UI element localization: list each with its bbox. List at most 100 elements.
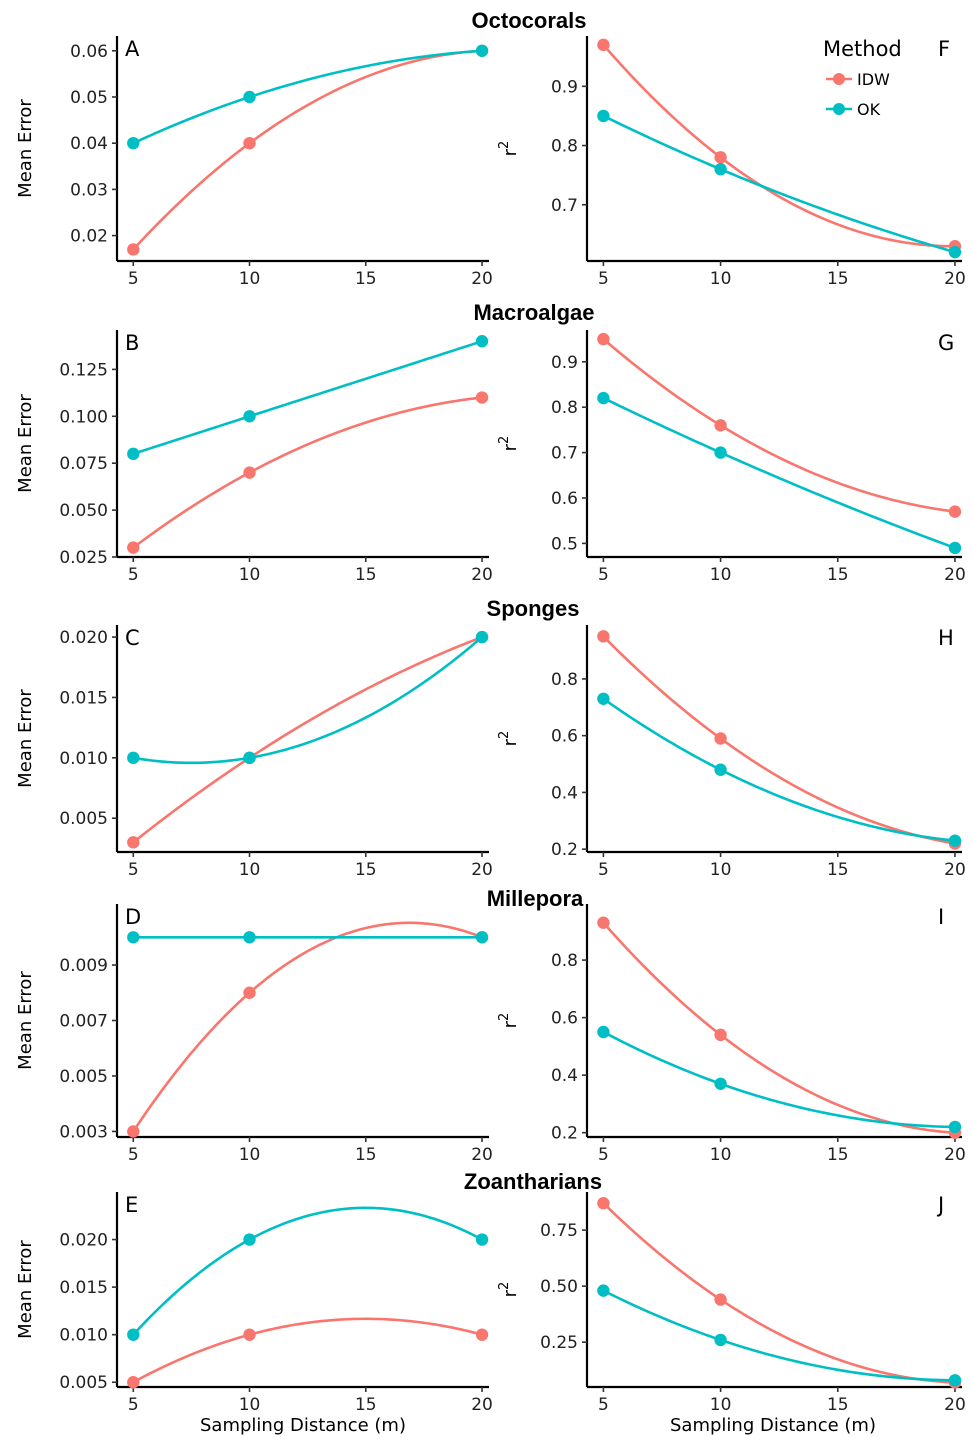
row-titles: Octocorals Macroalgae Sponges Millepora … (464, 8, 602, 1194)
legend-label-idw: IDW (857, 70, 890, 89)
x-tick-label: 10 (710, 860, 732, 880)
x-tick-label: 5 (128, 269, 139, 289)
y-tick-label: 0.9 (551, 77, 578, 97)
panel-letter: C (125, 626, 140, 650)
y-tick-label: 0.04 (70, 134, 108, 154)
panel-letter: H (938, 626, 954, 650)
y-tick-label: 0.8 (551, 398, 578, 418)
data-point-idw (597, 916, 610, 929)
y-tick-label: 0.075 (59, 454, 108, 474)
y-axis-title: r2 (497, 1282, 521, 1298)
y-tick-label: 0.003 (59, 1122, 108, 1142)
series-line-idw (602, 338, 956, 513)
y-tick-label: 0.9 (551, 353, 578, 373)
x-tick-label: 20 (471, 565, 493, 585)
panel-a: 5 10 15 20 0.02 0.03 0.04 0.05 0.06 Mean Error A (15, 36, 493, 289)
row-title-zoantharians: Zoantharians (464, 1169, 602, 1194)
series-line-idw (132, 635, 483, 844)
x-tick-label: 20 (944, 1145, 966, 1165)
row-title-millepora: Millepora (487, 886, 584, 911)
y-tick-label: 0.020 (59, 628, 108, 648)
data-point-ok (475, 335, 489, 348)
x-tick-label: 15 (827, 1395, 849, 1415)
legend-key-idw-point (833, 73, 845, 85)
y-tick-label: 0.007 (59, 1012, 108, 1032)
y-tick-label: 0.7 (551, 196, 578, 216)
data-point-ok (243, 1233, 256, 1246)
series-line-ok (132, 49, 483, 145)
data-point-ok (948, 245, 962, 259)
y-axis-title: Mean Error (15, 689, 36, 788)
data-point-ok (714, 1333, 727, 1347)
data-point-idw (243, 466, 256, 479)
data-point-ok (948, 1120, 962, 1134)
x-tick-label: 5 (598, 1145, 609, 1165)
data-point-idw (127, 836, 140, 849)
panel-letter: A (125, 37, 140, 61)
y-tick-label: 0.015 (59, 1278, 108, 1298)
data-point-ok (948, 1374, 962, 1387)
y-tick-label: 0.8 (551, 670, 578, 690)
data-point-idw (475, 391, 489, 404)
y-tick-label: 0.010 (59, 1326, 108, 1346)
data-point-ok (475, 630, 489, 644)
x-tick-label: 10 (710, 565, 732, 585)
series-line-idw (132, 396, 483, 549)
x-tick-label: 15 (355, 565, 377, 585)
panel-letter: D (125, 905, 141, 929)
series-line-ok (602, 1030, 955, 1129)
row-title-macroalgae: Macroalgae (473, 300, 594, 325)
x-tick-label: 15 (827, 860, 849, 880)
data-point-ok (597, 1284, 610, 1297)
x-tick-label: 10 (239, 860, 261, 880)
data-point-idw (597, 38, 610, 52)
data-point-idw (714, 1293, 727, 1306)
data-point-idw (243, 1328, 256, 1341)
panel-i: 5 10 15 20 0.2 0.4 0.6 0.8 r2 I (497, 904, 966, 1165)
y-tick-label: 0.8 (551, 951, 578, 971)
x-tick-label: 10 (710, 1145, 732, 1165)
x-tick-label: 20 (471, 1395, 493, 1415)
data-point-ok (127, 751, 140, 765)
x-tick-label: 15 (827, 1145, 849, 1165)
x-tick-label: 10 (239, 269, 261, 289)
y-axis-title: r2 (497, 436, 521, 452)
panel-j: 5 10 15 20 0.25 0.50 0.75 r2 J (497, 1192, 966, 1415)
data-point-ok (475, 931, 489, 944)
x-tick-label: 20 (471, 269, 493, 289)
data-point-ok (597, 692, 610, 705)
legend: Method IDW OK (823, 37, 902, 119)
data-point-ok (127, 1328, 140, 1341)
data-point-ok (714, 446, 727, 459)
x-tick-label: 20 (944, 269, 966, 289)
y-axis-title: r2 (497, 141, 521, 157)
series-line-ok (602, 396, 956, 550)
data-point-ok (714, 163, 727, 176)
data-point-idw (475, 1328, 489, 1341)
data-point-ok (243, 410, 256, 423)
legend-title: Method (823, 37, 902, 61)
data-point-ok (948, 541, 962, 555)
y-tick-label: 0.6 (551, 489, 578, 509)
series-line-idw (132, 49, 483, 251)
panel-h: 5 10 15 20 0.2 0.4 0.6 0.8 r2 H (497, 625, 966, 880)
series-line-ok (133, 636, 483, 765)
y-tick-label: 0.100 (59, 407, 108, 427)
y-tick-label: 0.5 (551, 534, 578, 554)
y-axis-title: r2 (497, 1013, 521, 1029)
data-point-idw (948, 505, 962, 518)
x-tick-label: 15 (355, 860, 377, 880)
x-tick-label: 5 (128, 565, 139, 585)
series-line-ok (602, 697, 956, 842)
x-tick-label: 5 (128, 860, 139, 880)
panel-letter: E (125, 1193, 138, 1217)
x-tick-label: 10 (710, 1395, 732, 1415)
data-point-idw (243, 136, 256, 150)
data-point-ok (243, 931, 256, 944)
y-tick-label: 0.02 (70, 227, 108, 247)
x-tick-label: 15 (827, 565, 849, 585)
y-tick-label: 0.4 (551, 1066, 578, 1086)
data-point-idw (714, 732, 727, 745)
panel-b: 5 10 15 20 0.025 0.050 0.075 0.100 0.125 Mean Err… (15, 330, 493, 585)
data-point-ok (948, 834, 962, 847)
